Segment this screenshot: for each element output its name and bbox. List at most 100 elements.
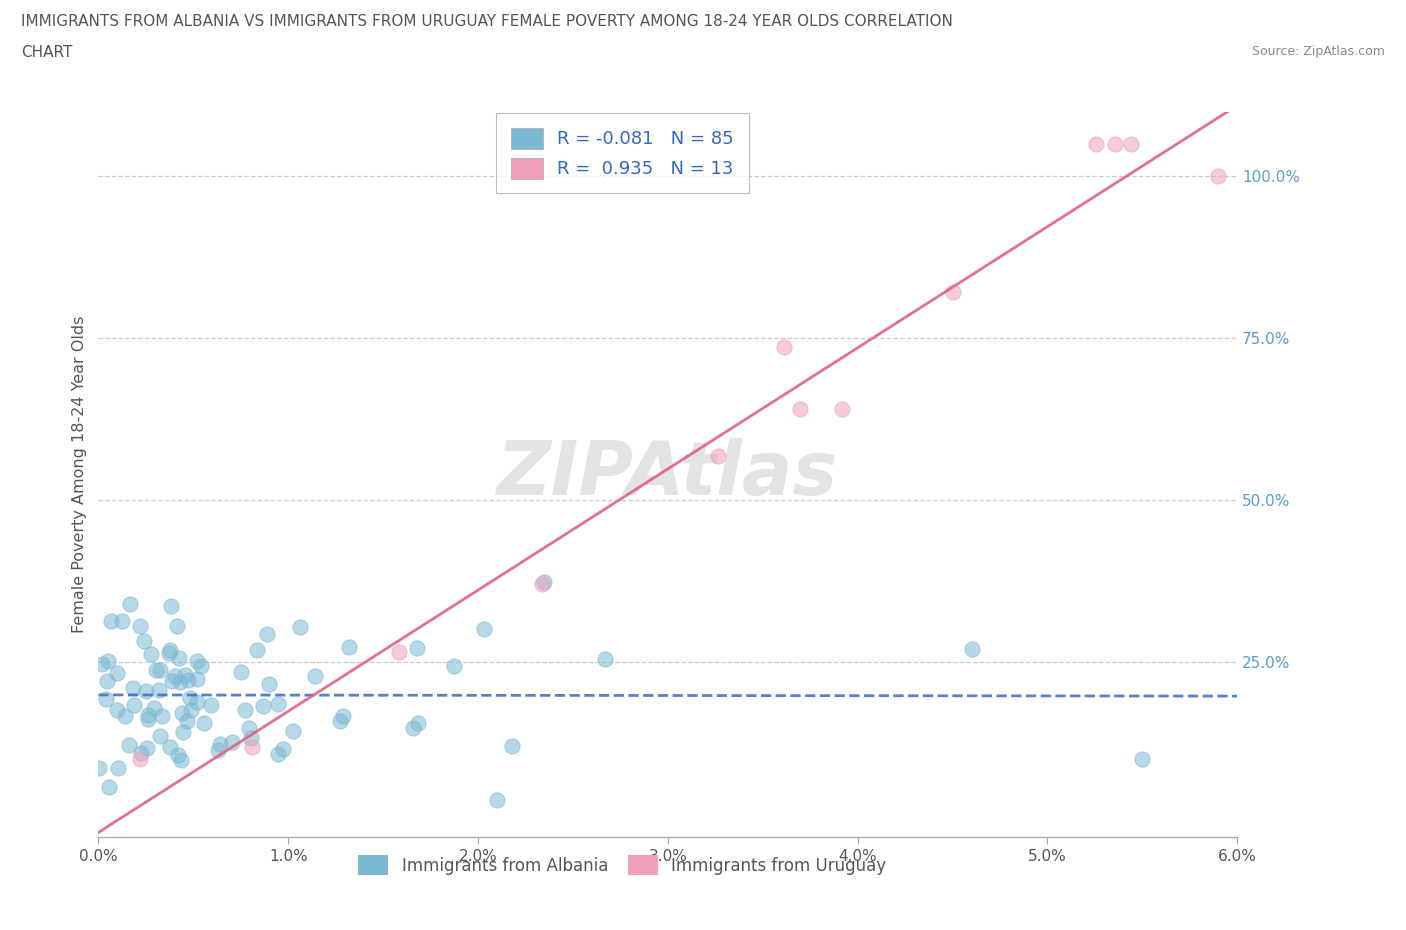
Point: [271, 741, 294, 756]
Point: [329, 713, 352, 728]
Point: [145, 662, 167, 677]
Point: [193, 716, 215, 731]
Point: [186, 695, 208, 710]
Point: [107, 761, 129, 776]
Point: [186, 672, 208, 687]
Point: [165, 669, 187, 684]
Point: [240, 739, 263, 754]
Point: [595, 652, 617, 667]
Point: [107, 666, 129, 681]
Point: [149, 662, 172, 677]
Point: [221, 735, 243, 750]
Point: [169, 675, 191, 690]
Point: [772, 339, 794, 354]
Point: [240, 731, 263, 746]
Point: [136, 711, 159, 726]
Point: [530, 577, 553, 591]
Point: [257, 676, 280, 691]
Point: [176, 713, 198, 728]
Point: [190, 658, 212, 673]
Point: [90, 657, 112, 671]
Point: [337, 639, 360, 654]
Point: [406, 716, 429, 731]
Point: [100, 614, 122, 629]
Point: [129, 618, 152, 633]
Point: [238, 721, 260, 736]
Point: [267, 747, 290, 762]
Text: Source: ZipAtlas.com: Source: ZipAtlas.com: [1251, 45, 1385, 58]
Point: [143, 701, 166, 716]
Point: [120, 597, 142, 612]
Point: [1208, 169, 1230, 184]
Point: [402, 721, 425, 736]
Point: [281, 724, 304, 738]
Point: [162, 673, 184, 688]
Point: [170, 753, 193, 768]
Point: [707, 448, 730, 463]
Point: [533, 575, 555, 590]
Point: [942, 285, 965, 299]
Point: [960, 642, 983, 657]
Point: [160, 598, 183, 613]
Point: [256, 627, 278, 642]
Point: [200, 698, 222, 712]
Point: [159, 739, 181, 754]
Point: [136, 741, 159, 756]
Y-axis label: Female Poverty Among 18-24 Year Olds: Female Poverty Among 18-24 Year Olds: [72, 315, 87, 633]
Point: [132, 633, 155, 648]
Point: [172, 724, 194, 739]
Point: [148, 683, 170, 698]
Point: [406, 641, 429, 656]
Point: [135, 684, 157, 698]
Point: [1119, 137, 1142, 152]
Point: [167, 651, 190, 666]
Point: [304, 669, 326, 684]
Point: [111, 613, 134, 628]
Point: [159, 643, 181, 658]
Point: [96, 673, 118, 688]
Point: [267, 697, 290, 711]
Point: [138, 708, 160, 723]
Point: [98, 779, 121, 794]
Point: [122, 681, 145, 696]
Point: [179, 690, 201, 705]
Point: [150, 709, 173, 724]
Point: [186, 654, 208, 669]
Point: [229, 665, 252, 680]
Point: [94, 691, 117, 706]
Point: [1132, 751, 1154, 766]
Point: [87, 760, 110, 775]
Point: [166, 618, 188, 633]
Point: [388, 644, 411, 659]
Point: [207, 743, 229, 758]
Point: [180, 702, 202, 717]
Point: [97, 654, 120, 669]
Point: [332, 708, 354, 723]
Point: [118, 738, 141, 753]
Point: [122, 698, 145, 712]
Point: [131, 745, 153, 760]
Point: [252, 698, 274, 713]
Point: [149, 728, 172, 743]
Point: [288, 619, 311, 634]
Point: [1084, 137, 1107, 152]
Point: [789, 402, 811, 417]
Point: [246, 643, 269, 658]
Point: [139, 647, 162, 662]
Point: [105, 702, 128, 717]
Point: [128, 751, 150, 766]
Point: [1104, 137, 1126, 152]
Point: [501, 738, 523, 753]
Text: IMMIGRANTS FROM ALBANIA VS IMMIGRANTS FROM URUGUAY FEMALE POVERTY AMONG 18-24 YE: IMMIGRANTS FROM ALBANIA VS IMMIGRANTS FR…: [21, 14, 953, 29]
Point: [177, 672, 200, 687]
Legend: Immigrants from Albania, Immigrants from Uruguay: Immigrants from Albania, Immigrants from…: [350, 847, 894, 884]
Point: [831, 402, 853, 417]
Point: [443, 658, 465, 673]
Text: CHART: CHART: [21, 45, 73, 60]
Point: [157, 645, 180, 660]
Point: [172, 706, 194, 721]
Point: [472, 621, 495, 636]
Point: [114, 709, 136, 724]
Point: [167, 748, 190, 763]
Point: [173, 668, 195, 683]
